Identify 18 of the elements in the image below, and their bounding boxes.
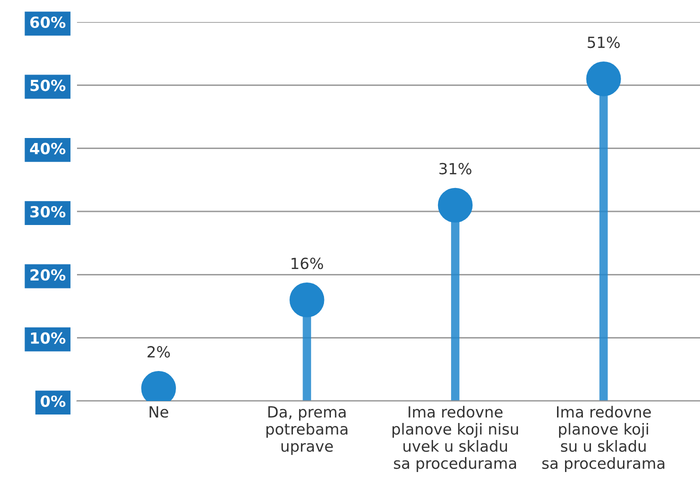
x-tick-label: Ima redovne planove koji su u skladu sa procedurama bbox=[542, 406, 664, 472]
point bbox=[438, 188, 473, 223]
x-tick-label: Ima redovne planove koji nisu uvek u skladu sa procedurama bbox=[392, 406, 518, 472]
x-tick-label: Da, prema potrebama uprave bbox=[266, 406, 348, 455]
point bbox=[290, 282, 324, 318]
y-tick-label: 40% bbox=[30, 142, 66, 154]
y-tick-label: 50% bbox=[30, 80, 66, 92]
point bbox=[586, 61, 621, 96]
data-label: 16% bbox=[292, 258, 324, 270]
y-tick-label: 60% bbox=[30, 16, 66, 28]
y-tick-label: 10% bbox=[31, 332, 66, 344]
data-label: 2% bbox=[148, 346, 170, 358]
y-tick-label: 0% bbox=[40, 395, 66, 407]
y-tick-label: 30% bbox=[30, 206, 66, 218]
data-label: 31% bbox=[439, 162, 472, 174]
x-tick-label: Ne bbox=[150, 406, 168, 418]
y-tick-label: 20% bbox=[30, 269, 66, 281]
data-label: 51% bbox=[588, 36, 620, 48]
